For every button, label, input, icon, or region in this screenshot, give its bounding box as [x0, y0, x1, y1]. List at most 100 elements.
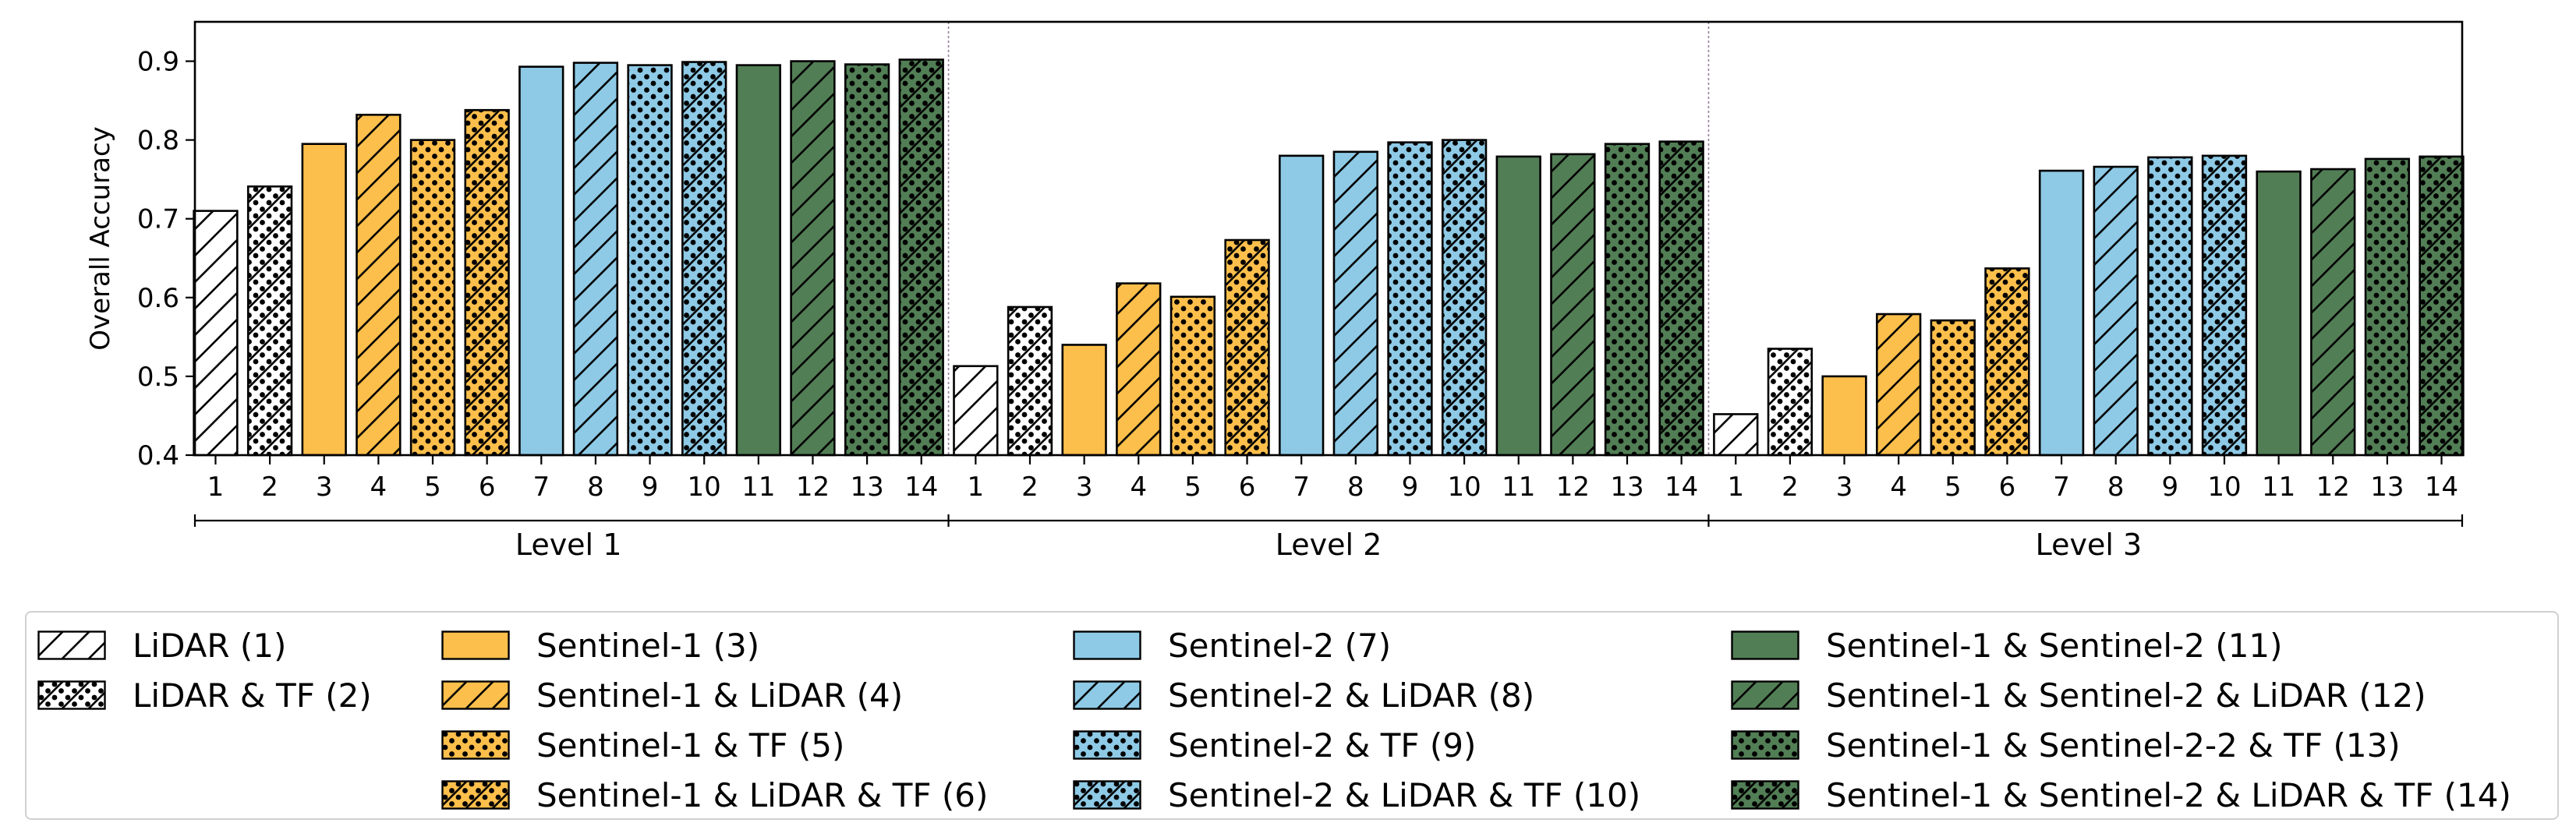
y-tick-label: 0.5: [137, 362, 179, 393]
legend: LiDAR (1) LiDAR & TF (2) Sentinel-1 (3) Sen…: [25, 611, 2559, 820]
x-tick-label: 2: [1021, 471, 1039, 503]
legend-item: Sentinel-2 & TF (9): [1073, 720, 1640, 770]
x-tick-label: 9: [1402, 471, 1419, 503]
legend-item: Sentinel-1 & LiDAR & TF (6): [441, 770, 988, 820]
x-tick-label: 9: [2162, 471, 2179, 503]
x-tick-label: 7: [1293, 471, 1310, 503]
bar-level-1-10: [681, 61, 727, 457]
x-tick-label: 4: [370, 471, 387, 503]
x-tick-label: 4: [1130, 471, 1147, 503]
bar-level-2-4: [1116, 282, 1162, 457]
x-tick-label: 10: [1447, 471, 1481, 503]
legend-swatch: [37, 680, 106, 710]
legend-label: Sentinel-1 & Sentinel-2 & LiDAR & TF (14…: [1826, 775, 2511, 814]
x-tick-label: 1: [1727, 471, 1744, 503]
x-tick-label: 7: [2053, 471, 2070, 503]
level-label: Level 2: [1276, 528, 1382, 562]
legend-item: LiDAR (1): [37, 620, 372, 670]
legend-label: Sentinel-2 (7): [1168, 626, 1392, 665]
x-tick-label: 8: [1347, 471, 1364, 503]
x-tick-label: 10: [2207, 471, 2241, 503]
x-tick-label: 10: [688, 471, 721, 503]
legend-swatch: [1073, 730, 1141, 760]
y-axis-label: Overall Accuracy: [85, 126, 116, 351]
bar-level-3-8: [2093, 165, 2139, 457]
bar-level-1-5: [409, 139, 456, 457]
x-tick-label: 14: [1665, 471, 1698, 503]
bar-level-1-2: [246, 185, 293, 457]
bar-level-3-13: [2364, 157, 2411, 457]
bar-level-1-11: [735, 64, 781, 457]
legend-label: Sentinel-1 & TF (5): [536, 726, 845, 765]
bar-level-1-13: [844, 63, 890, 457]
accuracy-chart: 0.40.50.60.70.80.91 2 3 4 5 6 7 8 9 10 11 12 13 14 1 2 3…: [85, 20, 2465, 562]
bar-level-2-7: [1279, 154, 1325, 457]
bar-level-3-9: [2147, 156, 2193, 457]
bar-level-1-3: [301, 143, 347, 457]
level-label: Level 3: [2036, 528, 2143, 562]
legend-item: Sentinel-2 & LiDAR & TF (10): [1073, 770, 1640, 820]
legend-label: LiDAR & TF (2): [133, 676, 372, 715]
level-label: Level 1: [515, 528, 622, 562]
x-tick-label: 11: [2262, 471, 2295, 503]
legend-item: Sentinel-2 (7): [1073, 620, 1640, 670]
bar-level-2-12: [1550, 153, 1596, 457]
bar-level-2-2: [1007, 305, 1053, 457]
legend-item: Sentinel-1 & TF (5): [441, 720, 988, 770]
bar-level-2-3: [1061, 344, 1107, 457]
bar-level-3-14: [2419, 155, 2465, 457]
bar-level-2-1: [953, 365, 999, 457]
legend-swatch: [37, 630, 106, 660]
x-tick-label: 2: [261, 471, 278, 503]
legend-label: Sentinel-1 & Sentinel-2 & LiDAR (12): [1826, 676, 2426, 715]
bar-level-1-4: [356, 113, 402, 457]
legend-swatch: [1731, 780, 1799, 810]
x-tick-label: 6: [1999, 471, 2016, 503]
legend-swatch: [1073, 630, 1141, 660]
legend-label: Sentinel-1 & LiDAR & TF (6): [536, 775, 989, 814]
bar-level-3-12: [2310, 168, 2356, 457]
legend-column: Sentinel-1 & Sentinel-2 (11) Sentinel-1 &…: [1731, 620, 2511, 820]
bar-level-3-11: [2256, 170, 2302, 457]
x-tick-label: 7: [533, 471, 550, 503]
legend-label: Sentinel-1 & Sentinel-2-2 & TF (13): [1826, 726, 2401, 765]
x-tick-label: 5: [1184, 471, 1201, 503]
legend-item: Sentinel-1 & LiDAR (4): [441, 670, 988, 720]
bar-level-2-9: [1387, 141, 1433, 457]
y-tick-label: 0.7: [137, 204, 179, 235]
plot-frame: [193, 20, 2464, 457]
plot-area: 0.40.50.60.70.80.91 2 3 4 5 6 7 8 9 10 11 12 13 14 1 2 3…: [137, 20, 2465, 562]
legend-swatch: [441, 680, 510, 710]
bar-level-3-5: [1930, 319, 1976, 457]
bar-level-2-5: [1169, 295, 1216, 457]
x-tick-label: 12: [796, 471, 830, 503]
legend-label: Sentinel-1 & Sentinel-2 (11): [1826, 626, 2283, 665]
y-tick-label: 0.6: [137, 283, 179, 314]
legend-column: Sentinel-2 (7) Sentinel-2 & LiDAR (8) Sent…: [1073, 620, 1640, 820]
bar-level-3-7: [2038, 169, 2085, 457]
bar-level-2-13: [1604, 143, 1651, 457]
legend-item: Sentinel-1 (3): [441, 620, 988, 670]
legend-swatch: [1073, 780, 1141, 810]
legend-item: Sentinel-1 & Sentinel-2 & LiDAR & TF (14…: [1731, 770, 2511, 820]
legend-label: LiDAR (1): [133, 626, 287, 665]
x-tick-label: 11: [1502, 471, 1535, 503]
x-tick-label: 12: [2316, 471, 2350, 503]
bar-level-3-2: [1767, 348, 1813, 457]
legend-label: Sentinel-2 & LiDAR (8): [1168, 676, 1535, 715]
x-tick-label: 6: [1239, 471, 1256, 503]
bar-level-1-6: [464, 108, 510, 457]
bar-level-3-4: [1876, 313, 1922, 457]
legend-swatch: [441, 630, 510, 660]
legend-swatch: [1073, 680, 1141, 710]
bar-level-2-10: [1441, 139, 1488, 457]
legend-swatch: [441, 730, 510, 760]
x-tick-label: 2: [1782, 471, 1799, 503]
bar-level-1-12: [790, 60, 836, 457]
bar-level-2-11: [1495, 155, 1541, 457]
legend-label: Sentinel-1 & LiDAR (4): [536, 676, 904, 715]
legend-swatch: [1731, 630, 1799, 660]
bar-level-1-7: [518, 65, 564, 457]
x-tick-label: 3: [316, 471, 333, 503]
legend-label: Sentinel-2 & TF (9): [1168, 726, 1477, 765]
